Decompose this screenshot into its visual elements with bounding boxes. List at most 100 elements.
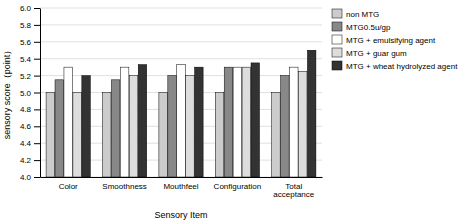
- y-tick-label: 6.0: [20, 4, 32, 13]
- bar: [298, 71, 306, 177]
- x-tick-label: Totalacceptance: [273, 182, 314, 200]
- bar: [111, 80, 119, 177]
- legend-item: non MTG: [332, 9, 379, 19]
- bar: [186, 76, 194, 177]
- x-tick: Color: [59, 182, 78, 191]
- y-tick-label: 5.4: [20, 55, 32, 64]
- legend-item: MTG0.5u/gp: [332, 22, 391, 32]
- y-tick: 5.8: [20, 21, 40, 30]
- chart: 4.0 4.2 4.4 4.6 4.8 5.0 5.2 5.4 5.6 5.8 6.0 Color Sm…: [0, 0, 474, 223]
- legend-swatch: [332, 48, 342, 57]
- y-tick-label: 4.6: [20, 122, 32, 131]
- y-tick-label: 4.2: [20, 156, 32, 165]
- x-tick-label-line: Total: [285, 182, 302, 191]
- bar: [290, 67, 298, 177]
- y-tick-label: 5.0: [20, 89, 32, 98]
- legend-swatch: [332, 61, 342, 70]
- y-tick: 4.8: [20, 105, 40, 114]
- x-tick: Smoothness: [102, 182, 146, 191]
- y-axis: 4.0 4.2 4.4 4.6 4.8 5.0 5.2 5.4 5.6 5.8 6.0: [20, 4, 41, 182]
- y-tick: 6.0: [20, 4, 40, 13]
- grid: [40, 8, 322, 177]
- y-axis-line: [40, 9, 41, 178]
- plot: 4.0 4.2 4.4 4.6 4.8 5.0 5.2 5.4 5.6 5.8 6.0 Color Sm…: [20, 4, 323, 199]
- bar: [129, 76, 137, 177]
- grid-line: [40, 41, 322, 42]
- bar-series: [64, 65, 298, 177]
- bar: [272, 93, 280, 178]
- bar: [120, 67, 128, 177]
- y-tick-mark: [34, 8, 40, 9]
- y-tick-label: 4.8: [20, 105, 32, 114]
- grid-line: [40, 8, 322, 9]
- bar: [82, 76, 90, 177]
- bar: [138, 65, 146, 177]
- y-tick-mark: [34, 42, 40, 43]
- y-tick: 5.2: [20, 72, 40, 81]
- x-axis: Color Smoothness Mouthfeel Configuration Tot…: [41, 178, 323, 200]
- y-tick: 5.4: [20, 55, 40, 64]
- bar-series: [73, 67, 307, 177]
- legend-label: MTG + emulsifying agent: [346, 36, 436, 45]
- bars: [46, 50, 316, 177]
- legend-item: MTG + wheat hydrolyzed agent: [332, 61, 458, 71]
- bar: [281, 76, 289, 177]
- y-tick-mark: [34, 93, 40, 94]
- y-tick-mark: [34, 109, 40, 110]
- bar: [46, 93, 54, 178]
- y-tick: 4.4: [20, 139, 40, 148]
- legend-swatch: [332, 35, 342, 44]
- bar: [242, 67, 250, 177]
- x-tick: Configuration: [214, 182, 262, 191]
- x-tick-label: Mouthfeel: [163, 182, 198, 191]
- bar: [55, 80, 63, 177]
- y-tick: 4.0: [20, 173, 40, 182]
- y-tick-mark: [34, 177, 40, 178]
- y-tick-label: 5.6: [20, 38, 32, 47]
- x-axis-title: Sensory Item: [154, 210, 207, 220]
- bar: [233, 67, 241, 177]
- y-tick-label: 4.0: [20, 173, 32, 182]
- y-tick-mark: [34, 25, 40, 26]
- y-axis-title: sensory score（point）: [2, 46, 12, 140]
- x-axis-line: [41, 177, 323, 178]
- bar: [168, 76, 176, 177]
- legend-label: MTG + wheat hydrolyzed agent: [346, 62, 458, 71]
- y-tick-mark: [34, 59, 40, 60]
- bar: [177, 65, 185, 177]
- legend-label: non MTG: [346, 10, 379, 19]
- x-tick-label-line: acceptance: [273, 190, 314, 199]
- y-tick: 5.0: [20, 89, 40, 98]
- y-tick-mark: [34, 76, 40, 77]
- y-tick: 4.6: [20, 122, 40, 131]
- bar: [251, 63, 259, 177]
- x-tick-label: Smoothness: [102, 182, 146, 191]
- bar: [224, 67, 232, 177]
- bar: [64, 67, 72, 177]
- legend: non MTG MTG0.5u/gp MTG + emulsifying agent…: [332, 9, 458, 71]
- legend-swatch: [332, 9, 342, 18]
- x-tick-label: Configuration: [214, 182, 262, 191]
- legend-label: MTG0.5u/gp: [346, 23, 391, 32]
- bar: [102, 93, 110, 178]
- legend-label: MTG + guar gum: [346, 49, 407, 58]
- y-tick: 4.2: [20, 156, 40, 165]
- y-tick-label: 4.4: [20, 139, 32, 148]
- y-tick-label: 5.8: [20, 21, 32, 30]
- legend-swatch: [332, 22, 342, 31]
- bar: [195, 67, 203, 177]
- legend-item: MTG + emulsifying agent: [332, 35, 436, 45]
- bar: [215, 93, 223, 178]
- bar: [73, 93, 81, 178]
- y-tick-mark: [34, 126, 40, 127]
- y-tick-mark: [34, 143, 40, 144]
- bar-series: [82, 50, 316, 177]
- y-tick-mark: [34, 160, 40, 161]
- x-tick: Totalacceptance: [273, 182, 314, 200]
- y-tick-label: 5.2: [20, 72, 32, 81]
- bar: [159, 93, 167, 178]
- legend-item: MTG + guar gum: [332, 48, 407, 58]
- grid-line: [40, 24, 322, 25]
- grid-line: [40, 58, 322, 59]
- x-tick: Mouthfeel: [163, 182, 198, 191]
